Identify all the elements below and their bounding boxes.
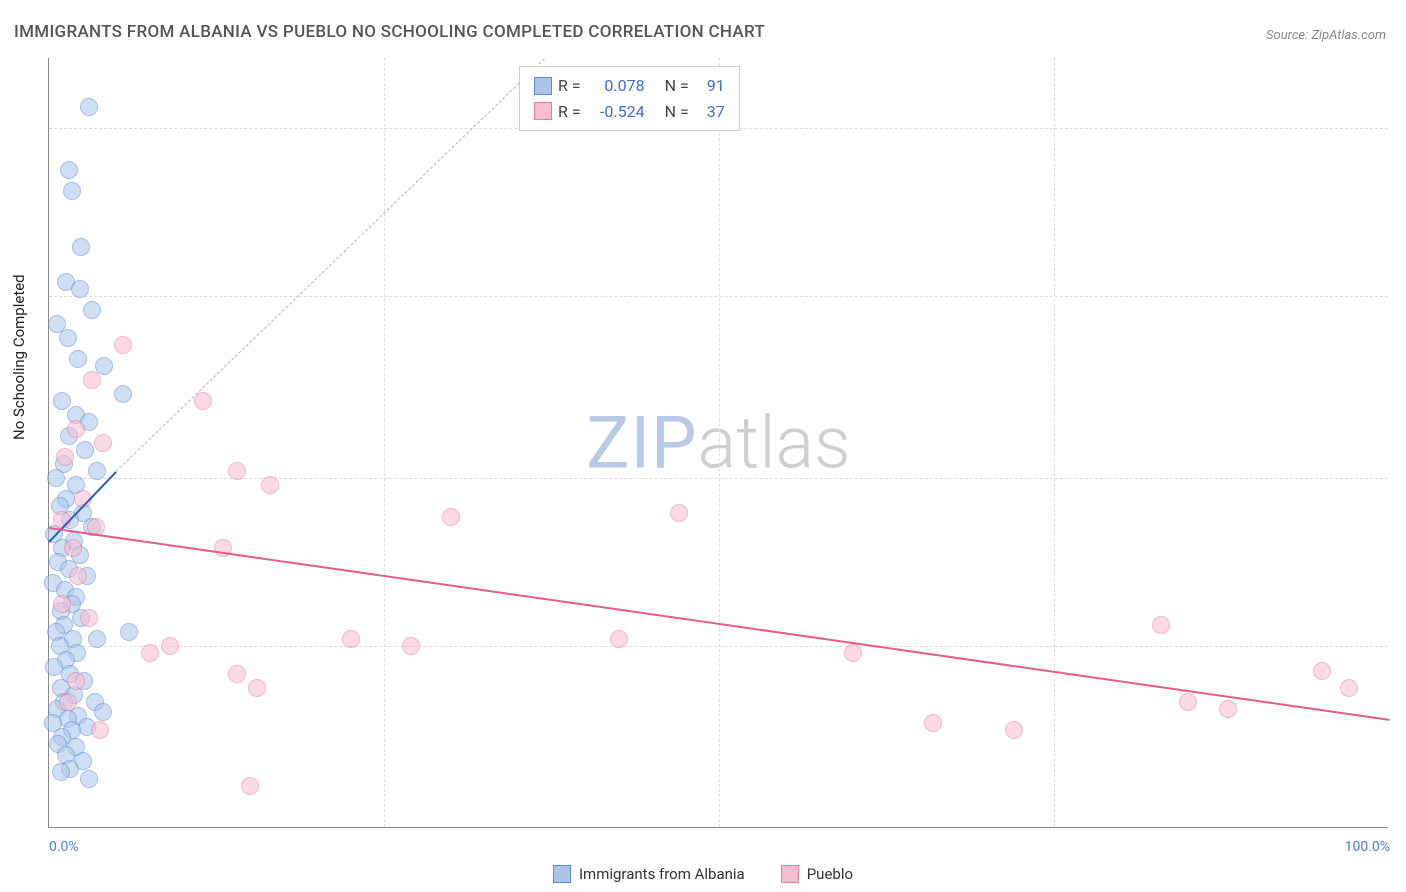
stats-row: R = -0.524 N =37 [534, 99, 725, 125]
stat-r-label: R = [558, 73, 581, 99]
scatter-point [56, 448, 74, 466]
stat-n-value: 91 [695, 73, 725, 99]
scatter-point [194, 392, 212, 410]
scatter-point [88, 630, 106, 648]
scatter-point [141, 644, 159, 662]
scatter-point [83, 371, 101, 389]
legend-swatch [534, 77, 552, 95]
scatter-point [72, 238, 90, 256]
scatter-point [67, 420, 85, 438]
scatter-point [60, 161, 78, 179]
x-tick-label: 100.0% [1345, 839, 1390, 855]
scatter-point [114, 385, 132, 403]
scatter-point [1219, 700, 1237, 718]
legend-item: Immigrants from Albania [553, 865, 745, 883]
y-tick-label: 3.8% [1392, 288, 1406, 304]
gridline-vertical [384, 58, 385, 827]
scatter-point [610, 630, 628, 648]
scatter-point [442, 508, 460, 526]
scatter-point [76, 441, 94, 459]
scatter-point [670, 504, 688, 522]
scatter-point [80, 98, 98, 116]
legend-swatch [534, 102, 552, 120]
watermark-zip: ZIP [586, 400, 697, 485]
scatter-point [88, 462, 106, 480]
scatter-point [94, 703, 112, 721]
source-label: Source: [1266, 28, 1311, 43]
legend-swatch [553, 865, 571, 883]
scatter-point [47, 469, 65, 487]
scatter-point [63, 182, 81, 200]
scatter-point [67, 672, 85, 690]
legend-label: Pueblo [807, 865, 853, 883]
scatter-point [59, 329, 77, 347]
scatter-point [83, 301, 101, 319]
scatter-point [924, 714, 942, 732]
y-tick-label: 1.3% [1392, 638, 1406, 654]
legend-item: Pueblo [781, 865, 853, 883]
gridline-vertical [1054, 58, 1055, 827]
scatter-point [91, 721, 109, 739]
scatter-point [71, 280, 89, 298]
scatter-point [1313, 662, 1331, 680]
stats-row: R = 0.078 N =91 [534, 73, 725, 99]
scatter-point [228, 665, 246, 683]
source-attribution: Source: ZipAtlas.com [1266, 28, 1386, 43]
x-tick-label: 0.0% [49, 839, 79, 855]
stat-n-value: 37 [695, 99, 725, 125]
scatter-point [69, 567, 87, 585]
source-name: ZipAtlas.com [1311, 28, 1386, 43]
stat-r-label: R = [558, 99, 581, 125]
y-tick-label: 2.5% [1392, 470, 1406, 486]
scatter-point [53, 595, 71, 613]
stat-n-label: N = [665, 73, 689, 99]
y-tick-label: 5.0% [1392, 120, 1406, 136]
scatter-point [228, 462, 246, 480]
scatter-point [1340, 679, 1358, 697]
stats-box: R = 0.078 N =91 R = -0.524 N =37 [519, 66, 740, 131]
scatter-chart: ZIPatlas 1.3%2.5%3.8%5.0%0.0%100.0%R =0.… [48, 58, 1388, 828]
stat-r-value: 0.078 [587, 73, 645, 99]
gridline-vertical [719, 58, 720, 827]
scatter-point [1005, 721, 1023, 739]
chart-title: IMMIGRANTS FROM ALBANIA VS PUEBLO NO SCH… [14, 22, 765, 42]
y-axis-label: No Schooling Completed [10, 274, 28, 440]
scatter-point [1152, 616, 1170, 634]
scatter-point [161, 637, 179, 655]
scatter-point [1179, 693, 1197, 711]
scatter-point [94, 434, 112, 452]
trend-line-dashed [116, 58, 545, 472]
scatter-point [53, 392, 71, 410]
scatter-point [248, 679, 266, 697]
scatter-point [120, 623, 138, 641]
watermark-atlas: atlas [698, 400, 851, 485]
stat-n-label: N = [665, 99, 689, 125]
legend-swatch [781, 865, 799, 883]
scatter-point [241, 777, 259, 795]
scatter-point [80, 609, 98, 627]
scatter-point [52, 763, 70, 781]
scatter-point [114, 336, 132, 354]
scatter-point [342, 630, 360, 648]
scatter-point [64, 539, 82, 557]
scatter-point [80, 770, 98, 788]
legend-label: Immigrants from Albania [579, 865, 745, 883]
scatter-point [844, 644, 862, 662]
scatter-point [261, 476, 279, 494]
bottom-legend: Immigrants from Albania Pueblo [0, 865, 1406, 883]
stat-r-value: -0.524 [587, 99, 645, 125]
scatter-point [402, 637, 420, 655]
scatter-point [59, 693, 77, 711]
scatter-point [69, 350, 87, 368]
